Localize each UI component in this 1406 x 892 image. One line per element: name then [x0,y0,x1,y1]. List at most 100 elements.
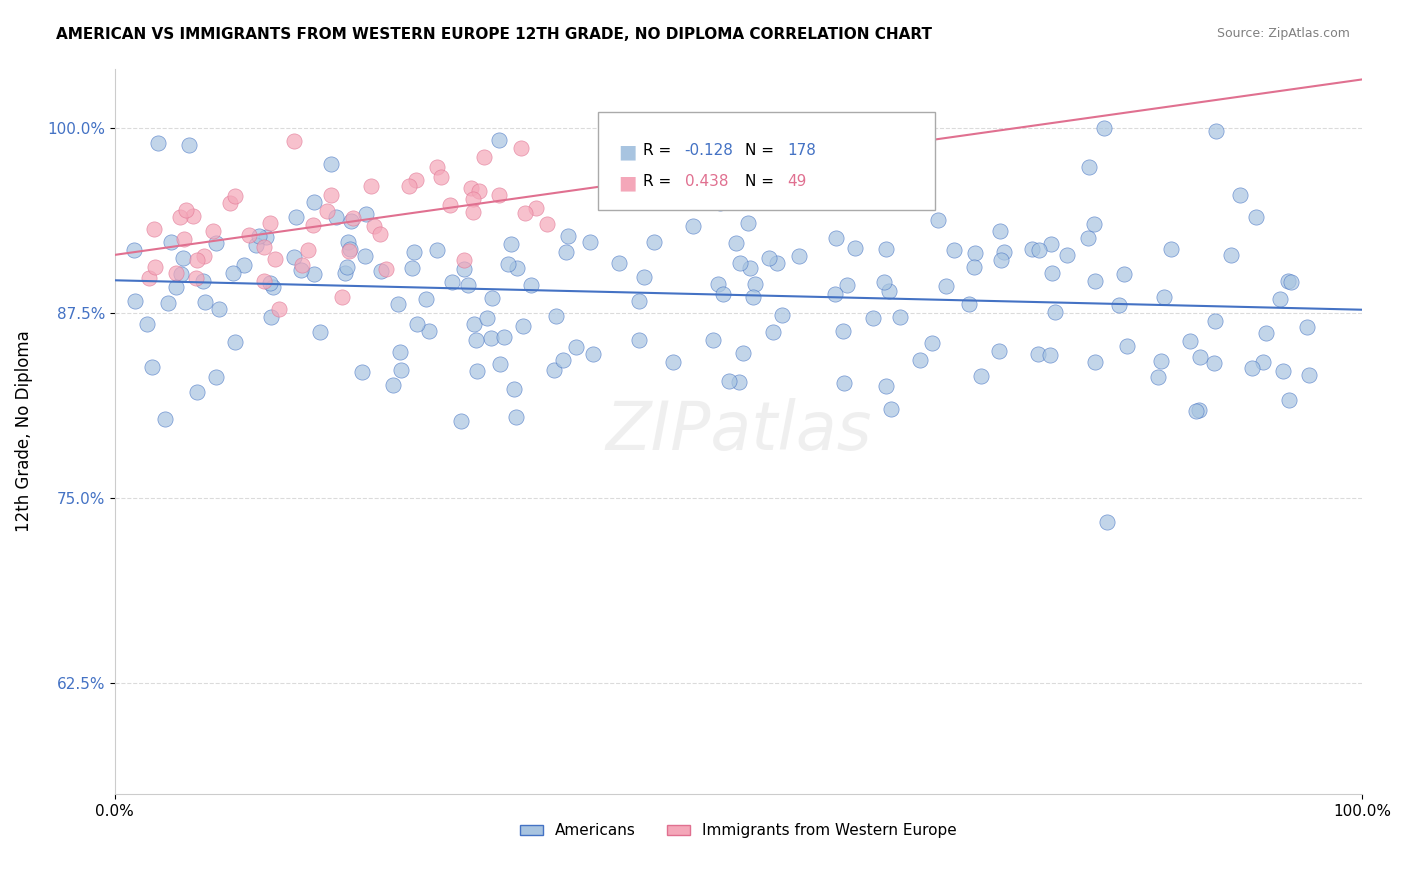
Point [337,244,360,259]
Point [1220,247,1243,261]
Point [711,287,734,301]
Point [730,256,752,270]
Point [927,212,949,227]
Point [382,378,405,392]
Point [406,317,429,331]
Point [505,410,527,425]
Point [461,192,484,206]
Text: R =: R = [643,174,676,189]
Point [1084,274,1107,288]
Point [963,246,986,260]
Point [463,317,485,331]
Point [682,219,704,233]
Point [489,357,512,371]
Point [291,258,314,272]
Text: ■: ■ [619,174,637,193]
Point [332,290,354,304]
Point [581,347,603,361]
Point [488,133,510,147]
Point [430,170,453,185]
Point [360,179,382,194]
Point [737,215,759,229]
Point [337,235,360,250]
Point [496,257,519,271]
Point [943,243,966,257]
Point [208,301,231,316]
Point [1277,274,1299,288]
Point [1078,161,1101,175]
Point [627,293,650,308]
Point [205,370,228,384]
Point [247,229,270,244]
Point [165,280,187,294]
Point [354,249,377,263]
Point [770,308,793,322]
Point [141,359,163,374]
Text: 0.438: 0.438 [685,174,728,189]
Point [1279,275,1302,289]
Point [368,227,391,241]
Point [579,235,602,249]
Point [1272,364,1295,378]
Point [503,382,526,396]
Text: 178: 178 [787,143,817,158]
Point [464,333,486,347]
Point [1160,242,1182,256]
Point [1153,290,1175,304]
Point [875,242,897,256]
Point [181,209,204,223]
Point [707,277,730,292]
Point [415,292,437,306]
Text: ZIPatlas: ZIPatlas [605,398,872,464]
Point [169,211,191,225]
Point [342,211,364,225]
Point [146,136,169,151]
Point [1268,292,1291,306]
Point [1040,266,1063,280]
Point [633,270,655,285]
Point [758,252,780,266]
Point [350,365,373,379]
Point [339,243,361,257]
Point [824,286,846,301]
Point [727,375,749,389]
Point [173,232,195,246]
Point [405,173,427,187]
Point [401,260,423,275]
Point [389,345,412,359]
Point [702,333,724,347]
Point [1189,350,1212,364]
Point [1296,319,1319,334]
Point [302,195,325,210]
Point [957,297,980,311]
Y-axis label: 12th Grade, No Diploma: 12th Grade, No Diploma [15,330,32,533]
Point [290,263,312,277]
Point [481,331,503,345]
Point [889,310,911,325]
Point [122,244,145,258]
Point [762,325,785,339]
Point [177,137,200,152]
Point [766,256,789,270]
Point [1149,353,1171,368]
Point [460,181,482,195]
Point [259,310,281,324]
Point [513,205,536,219]
Point [219,196,242,211]
Point [302,267,325,281]
Point [551,352,574,367]
Point [176,203,198,218]
Point [283,250,305,264]
Point [194,295,217,310]
Point [877,284,900,298]
Point [1021,242,1043,256]
Point [744,277,766,292]
Point [363,219,385,234]
Point [463,204,485,219]
Point [935,279,957,293]
Point [832,324,855,338]
Text: Source: ZipAtlas.com: Source: ZipAtlas.com [1216,27,1350,40]
Point [607,256,630,270]
Point [1092,120,1115,135]
Point [1205,124,1227,138]
